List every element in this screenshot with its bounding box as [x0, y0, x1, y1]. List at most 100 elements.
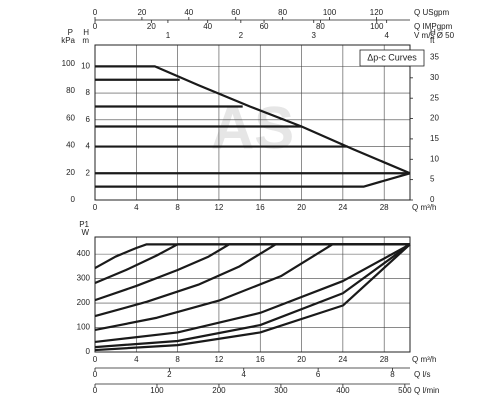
y2-tick-label: 35 — [430, 53, 439, 62]
y2-tick-label: 10 — [430, 154, 439, 163]
extra-tick-label: 20 — [66, 168, 75, 177]
curve — [94, 243, 411, 352]
extra-tick-label: 120 — [370, 8, 384, 17]
extra-axis-title-label: V m/s — [414, 31, 434, 40]
extra-tick-label: 0 — [93, 386, 98, 395]
extra-axis-title-label: Q — [414, 8, 420, 17]
extra-tick-label: 20 — [137, 8, 146, 17]
extra-tick-label: 0 — [71, 195, 76, 204]
legend-text: Δp-c Curves — [367, 52, 417, 62]
extra-tick-label: 3 — [312, 31, 317, 40]
extra-tick-label: 20 — [147, 22, 156, 31]
extra-tick-label: 40 — [66, 141, 75, 150]
y2-tick-label: 25 — [430, 93, 439, 102]
extra-tick-label: 40 — [184, 8, 193, 17]
extra-axis-title: Q IMPgpm — [414, 22, 453, 31]
y-tick-label: 10 — [81, 61, 90, 70]
extra-axis-title-label: Q — [414, 370, 420, 379]
extra-axis-title: Q USgpm — [414, 8, 449, 17]
curve — [95, 172, 411, 188]
curve — [94, 243, 411, 344]
extra-tick-label: 200 — [212, 386, 226, 395]
x-tick-label: 0 — [93, 355, 98, 364]
extra-tick-label: 100 — [150, 386, 164, 395]
curve — [94, 243, 410, 302]
curve — [94, 243, 410, 332]
y2-tick-label: 15 — [430, 134, 439, 143]
extra-tick-label: 40 — [203, 22, 212, 31]
plot-frame — [94, 44, 411, 201]
extra-tick-label: 0 — [93, 22, 98, 31]
x-tick-label: 24 — [338, 203, 347, 212]
x-tick-label: 8 — [175, 355, 180, 364]
y2-tick-label: 0 — [430, 195, 435, 204]
x-tick-label: 16 — [256, 355, 265, 364]
extra-tick-label: 6 — [316, 370, 321, 379]
y-tick-label: 4 — [86, 142, 91, 151]
x-axis-title-label: Q — [412, 203, 418, 212]
extra-tick-label: 400 — [336, 386, 350, 395]
x-tick-label: 8 — [175, 203, 180, 212]
y-tick-label: 8 — [86, 88, 91, 97]
y-tick-label: 6 — [86, 115, 91, 124]
x-tick-label: 28 — [380, 355, 389, 364]
extra-tick-label: 80 — [316, 22, 325, 31]
y2-tick-label: 30 — [430, 73, 439, 82]
y-tick-label: 2 — [86, 168, 91, 177]
extra-axis-title: Q l/min — [414, 386, 439, 395]
extra-axis-unit: kPa — [61, 36, 75, 45]
extra-axis-title: V m/s Ø 50 — [414, 31, 455, 40]
x-axis-title-unit: m³/h — [420, 203, 436, 212]
x-tick-label: 24 — [338, 355, 347, 364]
extra-axis-title-unit: Ø 50 — [437, 31, 455, 40]
extra-tick-label: 500 — [398, 386, 412, 395]
curve — [94, 243, 410, 270]
y-tick-label: 0 — [86, 347, 91, 356]
y-tick-label: 300 — [77, 274, 91, 283]
extra-axis-title: Q l/s — [414, 370, 430, 379]
extra-tick-label: 60 — [231, 8, 240, 17]
extra-tick-label: 2 — [239, 31, 244, 40]
x-axis-title-label: Q — [412, 355, 418, 364]
curve — [94, 243, 411, 349]
legend-box — [359, 49, 425, 67]
extra-tick-label: 4 — [384, 31, 389, 40]
y2-axis-unit: ft — [430, 36, 435, 45]
y2-tick-label: 20 — [430, 114, 439, 123]
x-tick-label: 20 — [297, 203, 306, 212]
x-axis-title: Q m³/h — [412, 355, 436, 364]
extra-axis-title-unit: IMPgpm — [422, 22, 452, 31]
extra-tick-label: 100 — [323, 8, 337, 17]
y-axis-unit: m — [82, 36, 89, 45]
extra-tick-label: 80 — [66, 86, 75, 95]
y2-axis-title: H — [430, 28, 436, 37]
extra-axis-title-label: Q — [414, 386, 420, 395]
x-axis-title: Q m³/h — [412, 203, 436, 212]
extra-tick-label: 4 — [242, 370, 247, 379]
extra-tick-label: 0 — [93, 8, 98, 17]
plot-frame — [94, 236, 411, 353]
curve — [94, 243, 410, 285]
x-axis-title-unit: m³/h — [420, 355, 436, 364]
y-tick-label: 200 — [77, 298, 91, 307]
extra-tick-label: 300 — [274, 386, 288, 395]
extra-tick-label: 60 — [260, 22, 269, 31]
extra-axis-title-unit: l/min — [422, 386, 439, 395]
extra-axis-title-unit: USgpm — [422, 8, 449, 17]
y-tick-label: 100 — [77, 323, 91, 332]
curve — [94, 243, 410, 318]
x-tick-label: 0 — [93, 203, 98, 212]
curve — [95, 65, 411, 175]
x-tick-label: 12 — [214, 203, 223, 212]
x-tick-label: 28 — [380, 203, 389, 212]
extra-tick-label: 2 — [167, 370, 172, 379]
y-axis-unit: W — [81, 228, 89, 237]
y-axis-title: P1 — [79, 220, 89, 229]
extra-axis-title-unit: l/s — [422, 370, 430, 379]
x-tick-label: 4 — [134, 203, 139, 212]
y-axis-title: H — [83, 28, 89, 37]
extra-tick-label: 8 — [390, 370, 395, 379]
extra-axis-title: P — [68, 28, 73, 37]
x-tick-label: 12 — [214, 355, 223, 364]
